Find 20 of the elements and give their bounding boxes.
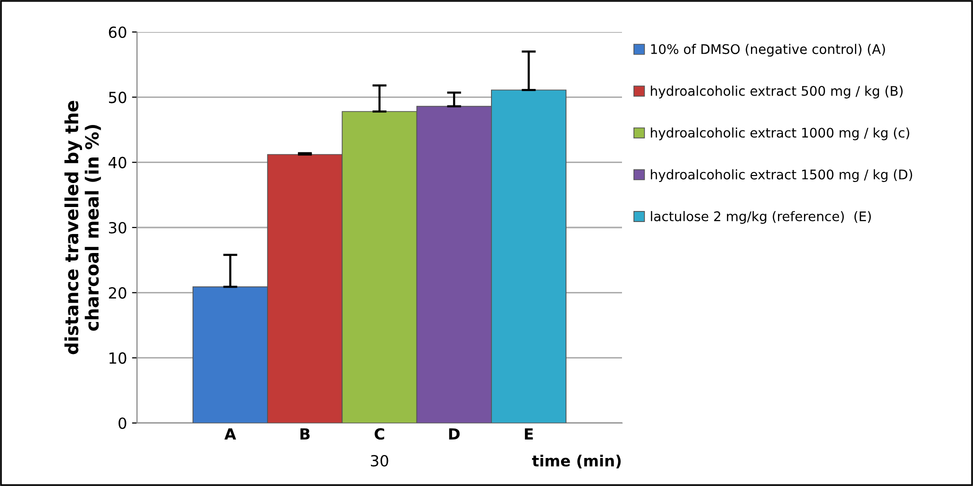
y-tick-label: 40 — [108, 156, 126, 168]
x-tick-label: D — [449, 428, 460, 440]
x-tick-label: B — [300, 428, 310, 440]
legend-label: lactulose 2 mg/kg (reference) (E) — [650, 211, 871, 224]
y-tick-label: 0 — [118, 417, 126, 430]
y-tick-label: 50 — [109, 92, 126, 104]
y-tick-label: 20 — [108, 287, 126, 299]
legend-label: hydroalcoholic extract 1000 mg / kg (c) — [650, 127, 910, 140]
y-tick-label: 10 — [110, 352, 126, 364]
legend-label: 10% of DMSO (negative control) (A) — [651, 44, 885, 57]
y-tick-label: 30 — [109, 222, 126, 234]
y-tick-label: 60 — [108, 26, 126, 38]
text: 30 — [370, 454, 388, 467]
x-tick-label: C — [374, 428, 384, 440]
y-axis-title: distance travelled by the charcoal meal (in %) — [64, 100, 101, 354]
legend-label: hydroalcoholic extract 1500 mg / kg (D) — [650, 169, 912, 182]
x-tick-label: A — [224, 428, 236, 440]
x-axis-title: time (min) — [532, 454, 621, 468]
x-tick-label: E — [524, 428, 533, 440]
legend-label: hydroalcoholic extract 500 mg / kg (B) — [650, 86, 903, 98]
